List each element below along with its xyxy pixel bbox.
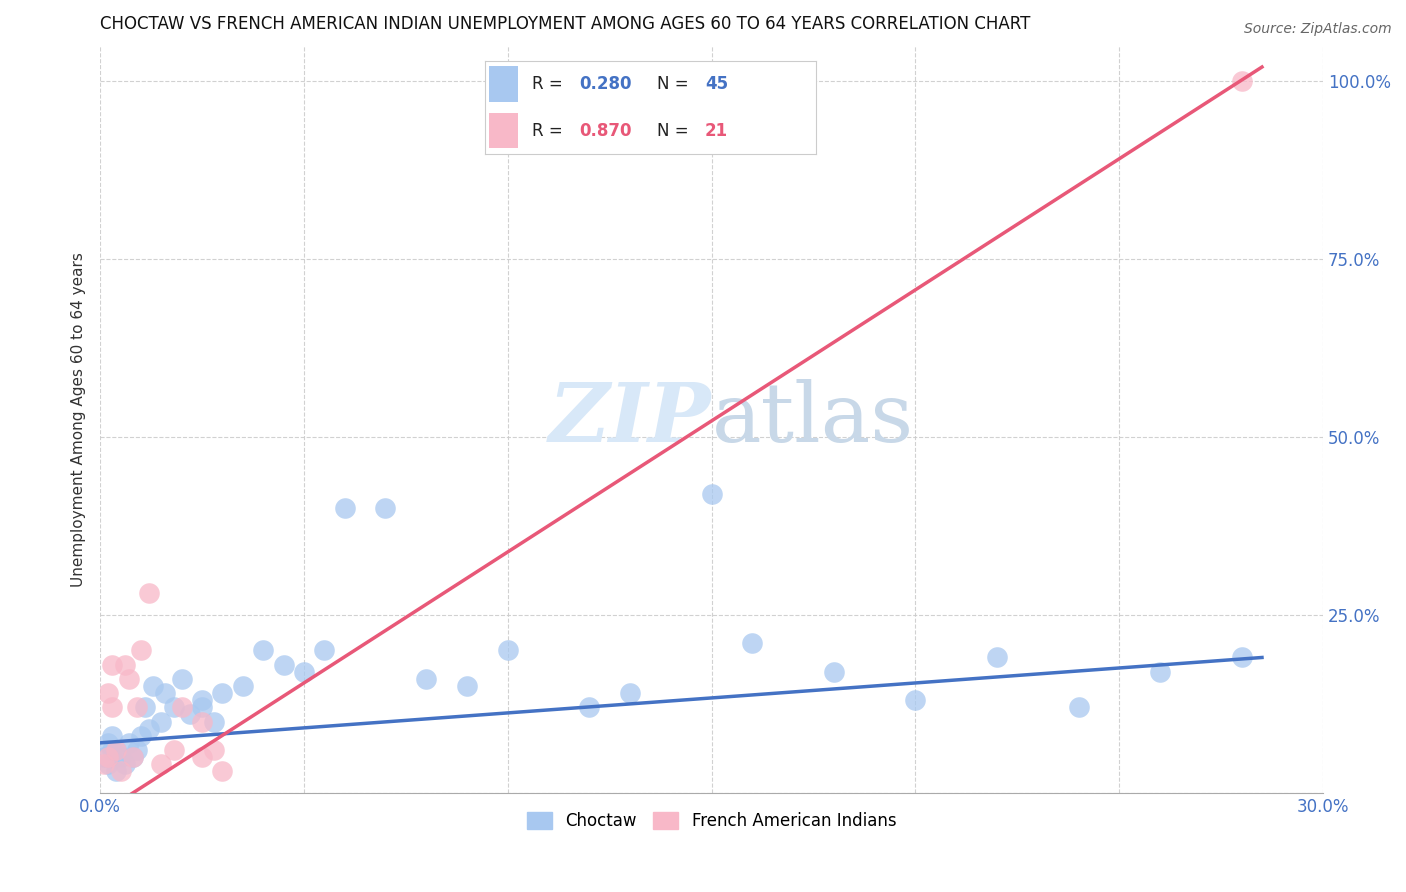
Point — [179, 707, 201, 722]
Point — [155, 686, 177, 700]
Text: ZIP: ZIP — [548, 379, 711, 459]
Point — [191, 693, 214, 707]
Point — [134, 700, 156, 714]
Point — [904, 693, 927, 707]
Point — [110, 764, 132, 779]
Point — [333, 501, 356, 516]
Point — [314, 643, 336, 657]
Point — [105, 743, 128, 757]
Point — [619, 686, 641, 700]
Point — [823, 665, 845, 679]
Point — [125, 743, 148, 757]
Point — [1230, 650, 1253, 665]
Point — [150, 757, 173, 772]
Point — [138, 586, 160, 600]
Point — [1149, 665, 1171, 679]
Point — [110, 750, 132, 764]
Point — [700, 487, 723, 501]
Point — [97, 736, 120, 750]
Point — [150, 714, 173, 729]
Point — [1230, 74, 1253, 88]
Point — [578, 700, 600, 714]
Point — [496, 643, 519, 657]
Point — [211, 764, 233, 779]
Point — [170, 672, 193, 686]
Point — [162, 743, 184, 757]
Point — [202, 714, 225, 729]
Point — [142, 679, 165, 693]
Point — [97, 757, 120, 772]
Point — [125, 700, 148, 714]
Point — [101, 657, 124, 672]
Point — [105, 743, 128, 757]
Point — [114, 757, 136, 772]
Point — [202, 743, 225, 757]
Text: atlas: atlas — [711, 379, 914, 459]
Point — [211, 686, 233, 700]
Point — [191, 750, 214, 764]
Point — [114, 657, 136, 672]
Point — [232, 679, 254, 693]
Point — [93, 757, 115, 772]
Point — [101, 743, 124, 757]
Point — [273, 657, 295, 672]
Point — [415, 672, 437, 686]
Point — [1067, 700, 1090, 714]
Point — [118, 672, 141, 686]
Point — [121, 750, 143, 764]
Text: Source: ZipAtlas.com: Source: ZipAtlas.com — [1244, 22, 1392, 37]
Point — [101, 700, 124, 714]
Point — [118, 736, 141, 750]
Point — [456, 679, 478, 693]
Point — [252, 643, 274, 657]
Point — [121, 750, 143, 764]
Point — [97, 686, 120, 700]
Point — [138, 722, 160, 736]
Point — [374, 501, 396, 516]
Text: CHOCTAW VS FRENCH AMERICAN INDIAN UNEMPLOYMENT AMONG AGES 60 TO 64 YEARS CORRELA: CHOCTAW VS FRENCH AMERICAN INDIAN UNEMPL… — [100, 15, 1031, 33]
Point — [129, 729, 152, 743]
Point — [129, 643, 152, 657]
Y-axis label: Unemployment Among Ages 60 to 64 years: Unemployment Among Ages 60 to 64 years — [72, 252, 86, 587]
Point — [191, 714, 214, 729]
Point — [986, 650, 1008, 665]
Point — [105, 764, 128, 779]
Point — [162, 700, 184, 714]
Point — [191, 700, 214, 714]
Point — [292, 665, 315, 679]
Point — [741, 636, 763, 650]
Legend: Choctaw, French American Indians: Choctaw, French American Indians — [520, 805, 903, 837]
Point — [93, 750, 115, 764]
Point — [170, 700, 193, 714]
Point — [101, 729, 124, 743]
Point — [97, 750, 120, 764]
